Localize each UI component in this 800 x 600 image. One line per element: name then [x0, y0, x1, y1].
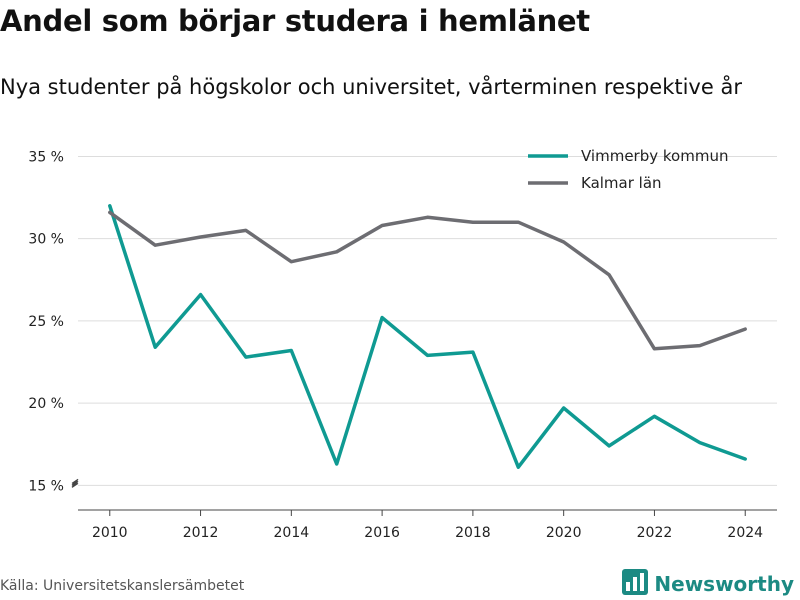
x-tick-label: 2022: [637, 525, 673, 541]
series-line-vimmerby-kommun: [108, 204, 747, 469]
x-tick-label: 2018: [455, 525, 491, 541]
series-line-kalmar-ln: [108, 210, 747, 351]
legend-label: Vimmerby kommun: [581, 147, 728, 165]
chart-title: Andel som börjar studera i hemlänet: [0, 4, 590, 38]
newsworthy-brand[interactable]: Newsworthy: [622, 569, 794, 599]
axis-break-icon: [71, 478, 79, 488]
legend-label: Kalmar län: [581, 174, 662, 192]
x-tick-label: 2010: [92, 525, 128, 541]
y-tick-label: 35 %: [28, 149, 64, 165]
brand-name: Newsworthy: [654, 572, 794, 596]
newsworthy-logo-icon: [622, 569, 649, 599]
source-note: Källa: Universitetskanslersämbetet: [0, 578, 245, 594]
chart-subtitle: Nya studenter på högskolor och universit…: [0, 75, 742, 99]
y-tick-label: 30 %: [28, 232, 64, 248]
x-tick-label: 2024: [727, 525, 763, 541]
line-chart: 15 % 20 % 25 % 30 % 35 % 2010 2012 2014 2016 2018…: [28, 147, 777, 541]
y-tick-label: 15 %: [28, 478, 64, 494]
x-tick-label: 2014: [274, 525, 310, 541]
y-tick-label: 25 %: [28, 314, 64, 330]
x-tick-label: 2012: [183, 525, 219, 541]
x-tick-label: 2016: [364, 525, 400, 541]
x-tick-label: 2020: [546, 525, 582, 541]
y-tick-label: 20 %: [28, 396, 64, 412]
